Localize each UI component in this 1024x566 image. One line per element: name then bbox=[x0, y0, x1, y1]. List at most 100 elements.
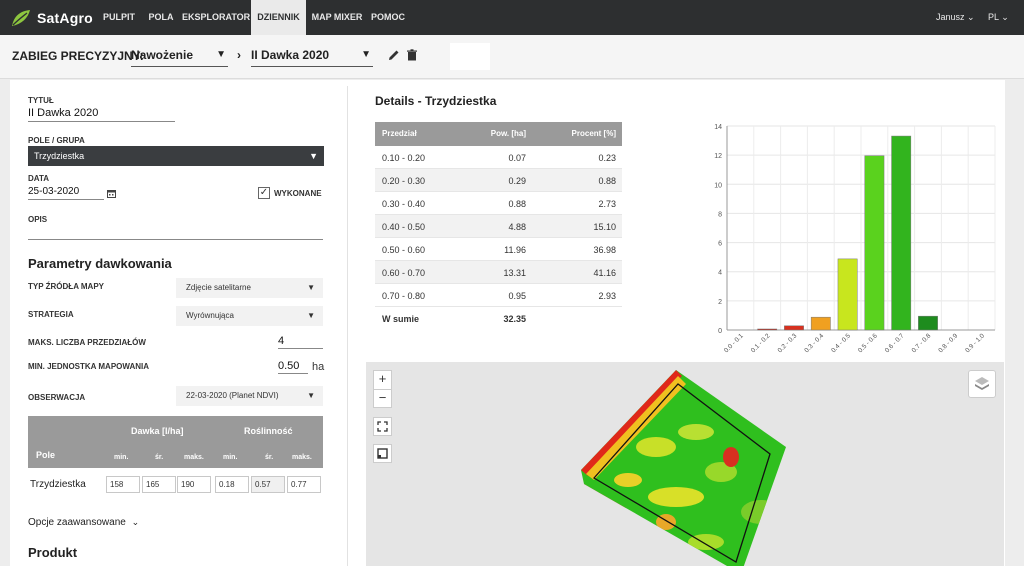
vegetation-header: Roślinność bbox=[244, 426, 293, 436]
treatment-select[interactable]: II Dawka 2020 ▼ bbox=[251, 45, 373, 67]
language-menu[interactable]: PL ⌄ bbox=[988, 0, 1009, 35]
y-tick-label: 4 bbox=[718, 270, 722, 277]
y-tick-label: 10 bbox=[714, 182, 722, 189]
x-tick-label: 0.1 - 0.2 bbox=[750, 332, 772, 354]
nav-pomoc[interactable]: POMOC bbox=[370, 12, 405, 22]
dose-max-header: maks. bbox=[184, 454, 204, 461]
chevron-down-icon: ⌄ bbox=[1001, 12, 1009, 22]
percent-cell: 41.16 bbox=[593, 268, 616, 278]
min-unit-label: MIN. JEDNOSTKA MAPOWANIA bbox=[28, 362, 150, 371]
x-tick-label: 0.5 - 0.6 bbox=[857, 332, 879, 354]
panel-divider bbox=[347, 86, 348, 566]
percent-cell: 2.93 bbox=[598, 291, 616, 301]
dose-min-input[interactable]: 158 bbox=[106, 476, 140, 493]
percent-column-header: Procent [%] bbox=[571, 129, 616, 138]
done-checkbox[interactable]: ✓ bbox=[258, 187, 270, 199]
draw-button[interactable] bbox=[373, 444, 392, 463]
user-menu[interactable]: Janusz ⌄ bbox=[936, 0, 975, 35]
observation-select[interactable]: 22-03-2020 (Planet NDVI) ▼ bbox=[176, 386, 323, 406]
y-tick-label: 8 bbox=[718, 211, 722, 218]
area-cell: 13.31 bbox=[503, 268, 526, 278]
min-unit-input[interactable]: 0.50 bbox=[278, 360, 308, 374]
nav-pulpit[interactable]: PULPIT bbox=[102, 12, 135, 22]
trash-icon[interactable] bbox=[406, 49, 418, 61]
date-input[interactable]: 25-03-2020 bbox=[28, 186, 104, 200]
leaf-logo-icon bbox=[12, 10, 30, 26]
operation-select[interactable]: Nawożenie ▼ bbox=[131, 45, 228, 67]
language-label: PL bbox=[988, 12, 999, 22]
nav-eksplorator[interactable]: EKSPLORATOR bbox=[182, 12, 251, 22]
zoom-out-button[interactable]: − bbox=[373, 389, 392, 408]
description-input[interactable] bbox=[28, 239, 323, 240]
y-tick-label: 0 bbox=[718, 328, 722, 335]
veg-avg-header: śr. bbox=[265, 454, 274, 461]
fullscreen-icon bbox=[377, 421, 388, 432]
advanced-options-label: Opcje zaawansowane bbox=[28, 517, 126, 528]
advanced-options-toggle[interactable]: Opcje zaawansowane ⌄ bbox=[28, 517, 139, 528]
chevron-down-icon: ⌄ bbox=[131, 517, 140, 527]
fullscreen-button[interactable] bbox=[373, 417, 392, 436]
nav-map-mixer[interactable]: MAP MIXER bbox=[311, 12, 363, 22]
pencil-icon[interactable] bbox=[388, 49, 400, 61]
title-input[interactable]: II Dawka 2020 bbox=[28, 107, 175, 122]
area-cell: 4.88 bbox=[508, 222, 526, 232]
field-column-header: Pole bbox=[36, 450, 56, 460]
veg-min-input[interactable]: 0.18 bbox=[215, 476, 249, 493]
max-intervals-input[interactable]: 4 bbox=[278, 335, 323, 349]
draw-square-icon bbox=[377, 448, 388, 459]
toolbar-label: ZABIEG PRECYZYJNY: bbox=[12, 49, 144, 63]
x-tick-label: 0.8 - 0.9 bbox=[937, 332, 959, 354]
description-label: OPIS bbox=[28, 215, 48, 224]
date-label: DATA bbox=[28, 174, 50, 183]
y-tick-label: 12 bbox=[714, 153, 722, 160]
chart-bar bbox=[784, 325, 804, 331]
calendar-icon[interactable] bbox=[107, 189, 116, 198]
chevron-down-icon: ⌄ bbox=[967, 12, 975, 22]
table-sum-row: W sumie 32.35 bbox=[375, 307, 622, 330]
strategy-select[interactable]: Wyrównująca ▼ bbox=[176, 306, 323, 326]
field-group-select[interactable]: Trzydziestka ▼ bbox=[28, 146, 324, 166]
veg-max-input[interactable]: 0.77 bbox=[287, 476, 321, 493]
interval-column-header: Przedział bbox=[382, 129, 417, 138]
dose-max-input[interactable]: 190 bbox=[177, 476, 211, 493]
percent-cell: 36.98 bbox=[593, 245, 616, 255]
field-ndvi-overlay bbox=[581, 370, 786, 566]
chart-bar bbox=[757, 328, 778, 331]
layers-icon bbox=[975, 377, 989, 390]
dose-avg-header: śr. bbox=[155, 454, 164, 461]
interval-cell: 0.60 - 0.70 bbox=[382, 268, 426, 278]
chart-bar bbox=[864, 155, 885, 331]
area-cell: 0.07 bbox=[508, 153, 526, 163]
zoom-in-button[interactable]: + bbox=[373, 370, 392, 389]
chevron-down-icon: ▼ bbox=[307, 391, 315, 400]
layers-button[interactable] bbox=[968, 370, 996, 398]
x-tick-label: 0.3 - 0.4 bbox=[803, 332, 825, 354]
treatment-toolbar: ZABIEG PRECYZYJNY: Nawożenie ▼ › II Dawk… bbox=[0, 35, 1024, 79]
chart-bar bbox=[891, 135, 912, 331]
nav-pola[interactable]: POLA bbox=[148, 12, 174, 22]
title-label: TYTUŁ bbox=[28, 96, 54, 105]
veg-min-header: min. bbox=[223, 454, 238, 461]
interval-cell: 0.30 - 0.40 bbox=[382, 199, 426, 209]
top-navbar: SatAgro PULPIT POLA EKSPLORATOR DZIENNIK… bbox=[0, 0, 1024, 35]
map-source-select[interactable]: Zdjęcie satelitarne ▼ bbox=[176, 278, 323, 298]
done-label: WYKONANE bbox=[274, 189, 322, 198]
satagro-logo[interactable]: SatAgro bbox=[10, 8, 93, 28]
percent-cell: 0.88 bbox=[598, 176, 616, 186]
y-tick-label: 6 bbox=[718, 241, 722, 248]
field-map[interactable]: + − bbox=[366, 362, 1004, 566]
chevron-down-icon: ▼ bbox=[307, 283, 315, 292]
veg-max-header: maks. bbox=[292, 454, 312, 461]
percent-cell: 2.73 bbox=[598, 199, 616, 209]
area-cell: 0.88 bbox=[508, 199, 526, 209]
x-tick-label: 0.0 - 0.1 bbox=[723, 332, 745, 354]
area-column-header: Pow. [ha] bbox=[490, 129, 526, 138]
dose-avg-input[interactable]: 165 bbox=[142, 476, 176, 493]
dose-table-header: Dawka [l/ha] Roślinność Pole min. śr. ma… bbox=[28, 416, 323, 468]
chart-bar bbox=[810, 316, 831, 331]
dose-row-field-name: Trzydziestka bbox=[30, 479, 86, 490]
table-row: 0.60 - 0.70 13.31 41.16 bbox=[375, 261, 622, 284]
nav-dziennik[interactable]: DZIENNIK bbox=[251, 0, 306, 35]
chart-bar bbox=[918, 315, 938, 331]
